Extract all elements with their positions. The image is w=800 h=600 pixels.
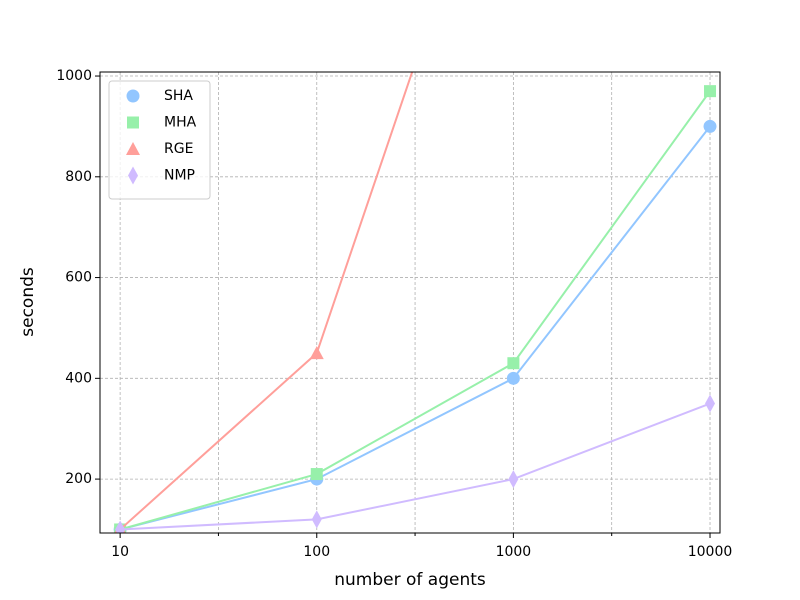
marker [506, 371, 520, 385]
legend-label: NMP [164, 168, 195, 184]
marker [703, 119, 717, 133]
marker [507, 357, 520, 370]
series-line [119, 125, 711, 531]
marker [310, 468, 323, 481]
marker [126, 89, 140, 103]
legend-label: SHA [164, 88, 193, 104]
marker [127, 116, 139, 129]
plot-area [113, 72, 717, 533]
x-tick-label: 1000 [496, 544, 532, 560]
y-tick-label: 800 [65, 169, 92, 185]
series-line [120, 402, 711, 531]
marker [704, 85, 717, 98]
marker [705, 394, 716, 413]
x-axis-label: number of agents [334, 570, 486, 590]
marker [128, 166, 138, 185]
x-tick-label: 10000 [688, 544, 733, 560]
y-tick-label: 1000 [56, 68, 92, 84]
legend-label: MHA [164, 115, 197, 131]
marker [311, 510, 322, 529]
plot-frame [99, 71, 721, 534]
marker [115, 520, 126, 533]
y-tick-label: 600 [65, 270, 92, 286]
x-tick-label: 100 [303, 544, 330, 560]
y-axis-label: seconds [18, 267, 38, 337]
y-tick-label: 400 [65, 370, 92, 386]
x-tick-label: 10 [111, 544, 129, 560]
legend-label: RGE [164, 141, 193, 157]
series-line [119, 90, 711, 531]
marker [126, 142, 140, 155]
marker [309, 346, 324, 360]
marker [508, 470, 519, 489]
y-tick-label: 200 [65, 471, 92, 487]
